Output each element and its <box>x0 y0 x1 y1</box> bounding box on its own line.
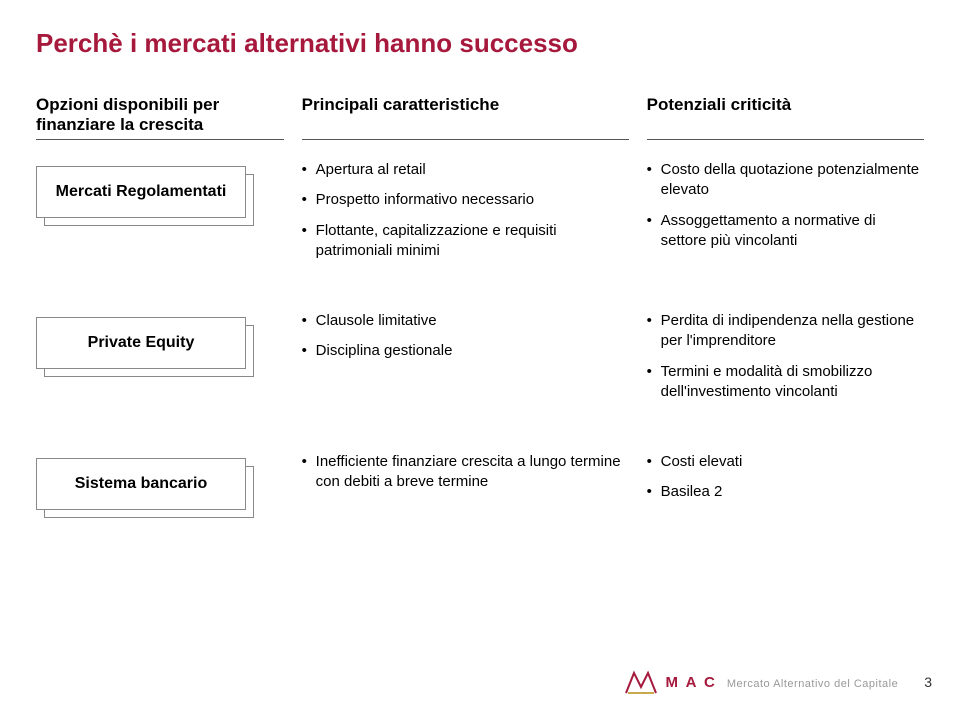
option-box-wrap: Private Equity <box>36 311 284 369</box>
bullet-text: Prospetto informativo necessario <box>316 190 534 210</box>
bullet-text: Apertura al retail <box>316 160 426 180</box>
page-number: 3 <box>924 674 932 690</box>
bullet-icon: • <box>647 211 661 252</box>
bullet-text: Clausole limitative <box>316 311 437 331</box>
brand-short: M A C <box>666 674 717 691</box>
bullet-icon: • <box>302 311 316 331</box>
content-row: Mercati Regolamentati •Apertura al retai… <box>36 160 924 271</box>
bullet-text: Inefficiente finanziare crescita a lungo… <box>316 452 629 493</box>
bullet-icon: • <box>647 311 661 352</box>
logo-mark-icon <box>624 669 658 695</box>
criticalities-list: •Costo della quotazione potenzialmente e… <box>647 160 924 261</box>
bullet-text: Termini e modalità di smobilizzo dell'in… <box>661 362 924 403</box>
bullet-text: Costo della quotazione potenzialmente el… <box>661 160 924 201</box>
header-col3: Potenziali criticità <box>647 95 924 140</box>
option-box: Private Equity <box>36 317 246 369</box>
bullet-icon: • <box>302 160 316 180</box>
content-row: Private Equity •Clausole limitative •Dis… <box>36 311 924 412</box>
bullet-icon: • <box>647 452 661 472</box>
characteristics-list: •Clausole limitative •Disciplina gestion… <box>302 311 629 372</box>
bullet-text: Flottante, capitalizzazione e requisiti … <box>316 221 629 262</box>
bullet-text: Assoggettamento a normative di settore p… <box>661 211 924 252</box>
column-headers-row: Opzioni disponibili per finanziare la cr… <box>36 95 924 140</box>
bullet-icon: • <box>302 190 316 210</box>
bullet-icon: • <box>647 160 661 201</box>
characteristics-list: •Apertura al retail •Prospetto informati… <box>302 160 629 271</box>
content-row: Sistema bancario •Inefficiente finanziar… <box>36 452 924 513</box>
footer: M A C Mercato Alternativo del Capitale 3 <box>624 669 933 695</box>
bullet-text: Perdita di indipendenza nella gestione p… <box>661 311 924 352</box>
bullet-text: Costi elevati <box>661 452 743 472</box>
bullet-icon: • <box>302 221 316 262</box>
bullet-icon: • <box>302 452 316 493</box>
header-col2: Principali caratteristiche <box>302 95 629 140</box>
brand-logo: M A C Mercato Alternativo del Capitale <box>624 669 899 695</box>
option-box: Mercati Regolamentati <box>36 166 246 218</box>
option-box-wrap: Sistema bancario <box>36 452 284 510</box>
option-box-wrap: Mercati Regolamentati <box>36 160 284 218</box>
criticalities-list: •Perdita di indipendenza nella gestione … <box>647 311 924 412</box>
bullet-icon: • <box>302 341 316 361</box>
header-col1: Opzioni disponibili per finanziare la cr… <box>36 95 284 140</box>
bullet-text: Disciplina gestionale <box>316 341 453 361</box>
slide-title: Perchè i mercati alternativi hanno succe… <box>36 28 924 59</box>
bullet-icon: • <box>647 362 661 403</box>
brand-long: Mercato Alternativo del Capitale <box>727 678 898 690</box>
criticalities-list: •Costi elevati •Basilea 2 <box>647 452 924 513</box>
option-box: Sistema bancario <box>36 458 246 510</box>
characteristics-list: •Inefficiente finanziare crescita a lung… <box>302 452 629 503</box>
bullet-text: Basilea 2 <box>661 482 723 502</box>
bullet-icon: • <box>647 482 661 502</box>
